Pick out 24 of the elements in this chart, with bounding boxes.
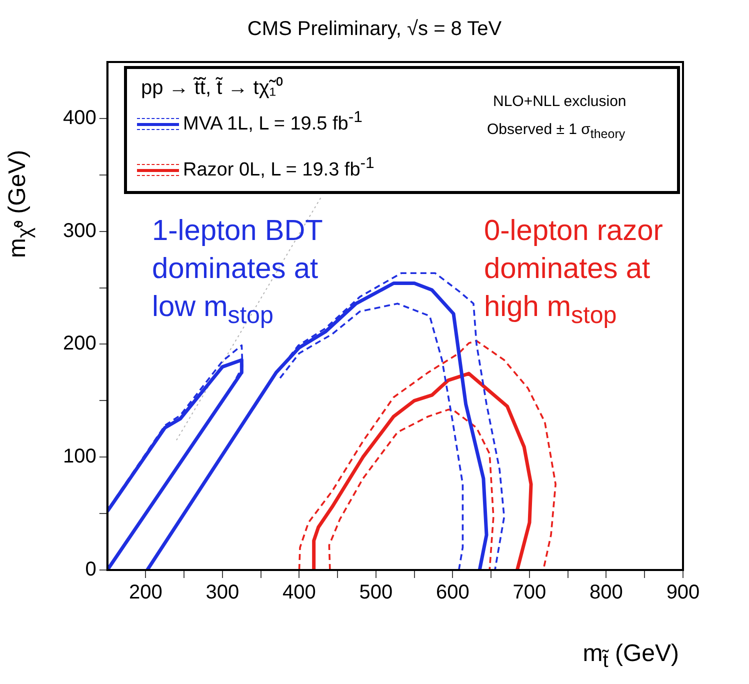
- chart-title: CMS Preliminary, √s = 8 TeV: [246, 18, 503, 41]
- legend-label: Razor 0L, L = 19.3 fb$^{-1}$: [182, 155, 374, 182]
- x-axis-title: m$_{t̃}$ (GeV): [582, 640, 679, 673]
- x-tick-label: 500: [359, 582, 393, 604]
- x-tick-label: 800: [590, 582, 623, 604]
- line-series: [328, 408, 494, 570]
- x-tick-label: 300: [206, 582, 240, 604]
- annotation: Observed ± 1 σ$_{theory}$: [487, 121, 626, 141]
- x-tick-label: 700: [512, 582, 546, 604]
- x-tick-label: 200: [129, 582, 162, 604]
- legend-label: MVA 1L, L = 19.5 fb$^{-1}$: [182, 109, 362, 136]
- y-tick-label: 300: [62, 220, 96, 242]
- y-tick-label: 0: [85, 558, 96, 581]
- legend-title: pp → t̃t̃, t̃ → tχ̃₁⁰: [141, 76, 284, 100]
- x-tick-label: 600: [436, 582, 470, 604]
- y-tick-label: 400: [62, 106, 96, 129]
- x-tick-label: 900: [666, 582, 700, 604]
- annotation: 1-lepton BDT dominates at low m$_{stop}$: [152, 214, 323, 331]
- y-tick-label: 200: [62, 332, 96, 355]
- x-tick-label: 400: [282, 582, 316, 604]
- y-tick-label: 100: [62, 446, 96, 468]
- line-series: [298, 340, 556, 570]
- annotation: 0-lepton razor dominates at high m$_{stop}$: [484, 214, 663, 331]
- annotation: NLO+NLL exclusion: [493, 93, 626, 110]
